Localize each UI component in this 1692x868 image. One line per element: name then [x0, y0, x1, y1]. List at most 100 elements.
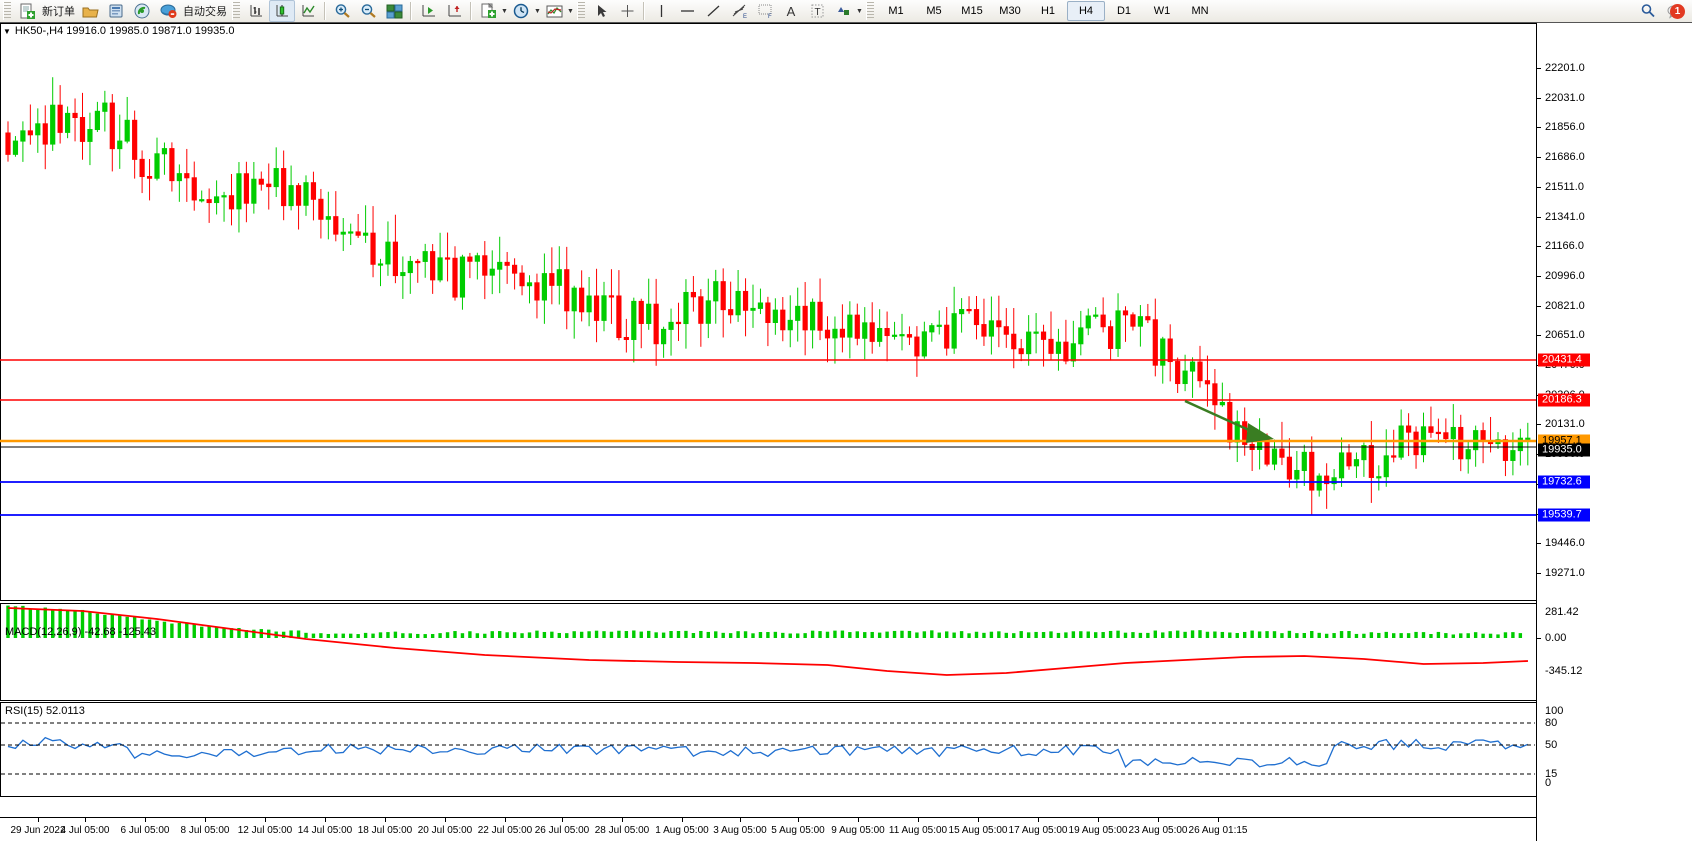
macd-histogram-bar — [885, 631, 889, 638]
macd-histogram-bar — [997, 631, 1001, 638]
auto-scroll-icon[interactable] — [415, 0, 441, 22]
auto-trading-label[interactable]: 自动交易 — [183, 6, 227, 18]
timeframe-m30[interactable]: M30 — [991, 1, 1029, 21]
macd-histogram-bar — [907, 630, 912, 638]
vertical-line-icon[interactable] — [648, 0, 674, 22]
candle-body — [310, 182, 317, 200]
macd-histogram-bar — [1004, 632, 1008, 638]
candle-body — [1182, 370, 1188, 385]
shapes-dropdown-arrow[interactable]: ▼ — [856, 7, 863, 15]
book-icon[interactable] — [103, 0, 129, 22]
price-tag-support-1[interactable]: 19732.6 — [1538, 475, 1590, 489]
fibonacci-icon[interactable]: E — [726, 0, 752, 22]
time-tick — [740, 818, 741, 822]
macd-histogram-bar — [118, 615, 122, 638]
candle-body — [720, 281, 726, 311]
price-tick — [1537, 275, 1541, 277]
time-tick — [265, 818, 266, 822]
macd-histogram-bar — [237, 627, 241, 638]
price-tag-support-2[interactable]: 19539.7 — [1538, 508, 1590, 522]
chart-shift-icon[interactable] — [441, 0, 467, 22]
macd-histogram-bar — [1451, 634, 1455, 638]
zoom-out-icon[interactable] — [355, 0, 381, 22]
macd-histogram-bar — [125, 616, 129, 638]
time-tick — [1038, 818, 1039, 822]
timeframe-w1[interactable]: W1 — [1143, 1, 1181, 21]
toolbar-grip-4[interactable] — [866, 2, 874, 20]
search-icon[interactable] — [1636, 0, 1660, 22]
macd-histogram-bar — [1056, 632, 1061, 638]
time-axis-label: 1 Aug 05:00 — [655, 825, 709, 836]
tile-windows-icon[interactable] — [381, 0, 407, 22]
autotrade-icon[interactable] — [155, 0, 181, 22]
new-order-button[interactable] — [14, 0, 40, 22]
bar-chart-icon[interactable] — [243, 0, 269, 22]
macd-histogram-bar — [1146, 632, 1150, 638]
timeframe-m1[interactable]: M1 — [877, 1, 915, 21]
shapes-icon[interactable] — [830, 0, 856, 22]
toolbar-grip-3[interactable] — [577, 2, 585, 20]
period-dropdown-arrow[interactable]: ▼ — [534, 7, 541, 15]
rsi-pane[interactable] — [0, 702, 1538, 797]
macd-histogram-bar — [36, 609, 40, 638]
time-axis-label: 28 Jul 05:00 — [594, 825, 650, 836]
zoom-in-icon[interactable] — [329, 0, 355, 22]
text-box-icon[interactable]: T — [804, 0, 830, 22]
rsi-axis-label: 0 — [1545, 777, 1552, 789]
chart-canvas[interactable] — [0, 23, 1536, 817]
price-scale[interactable]: 22201.0 22031.0 21856.0 21686.0 21511.0 21341… — [1536, 23, 1692, 846]
macd-histogram-bar — [378, 632, 383, 638]
template-icon[interactable] — [541, 0, 567, 22]
candle-body — [914, 336, 920, 357]
cursor-icon[interactable] — [588, 0, 614, 22]
horizontal-line-icon[interactable] — [674, 0, 700, 22]
price-tag-resistance-2[interactable]: 20186.3 — [1538, 393, 1590, 407]
price-axis-label: 21856.0 — [1545, 121, 1585, 134]
candle-body — [512, 264, 518, 274]
macd-histogram-bar — [1265, 631, 1269, 638]
new-order-label[interactable]: 新订单 — [42, 6, 75, 18]
macd-indicator-label: MACD(12,26,9) -42.68 -125.43 — [5, 626, 157, 638]
signal-icon[interactable] — [129, 0, 155, 22]
candle-body — [966, 308, 972, 312]
chart-area[interactable]: ▼ HK50-,H4 19916.0 19985.0 19871.0 19935… — [0, 22, 1692, 868]
notification-icon[interactable]: 1 — [1660, 0, 1692, 22]
macd-histogram-bar — [1473, 632, 1478, 638]
line-chart-icon[interactable] — [295, 0, 321, 22]
timeframe-mn[interactable]: MN — [1181, 1, 1219, 21]
candlestick-icon[interactable] — [269, 0, 295, 22]
timeframe-m5[interactable]: M5 — [915, 1, 953, 21]
macd-histogram-bar — [1257, 631, 1262, 638]
time-axis-label: 3 Aug 05:00 — [713, 825, 767, 836]
price-tag-resistance-1[interactable]: 20431.4 — [1538, 353, 1590, 367]
crosshair-icon[interactable] — [614, 0, 640, 22]
timeframe-h4[interactable]: H4 — [1067, 1, 1105, 21]
toolbar-grip[interactable] — [3, 2, 11, 20]
folder-icon[interactable] — [77, 0, 103, 22]
scroll-area[interactable] — [0, 841, 1692, 868]
timeframe-d1[interactable]: D1 — [1105, 1, 1143, 21]
macd-histogram-bar — [1488, 633, 1493, 638]
text-label-icon[interactable]: F — [752, 0, 778, 22]
macd-histogram-bar — [773, 631, 778, 638]
macd-histogram-bar — [550, 631, 554, 638]
trendline-icon[interactable] — [700, 0, 726, 22]
clock-icon[interactable] — [508, 0, 534, 22]
macd-histogram-bar — [967, 633, 971, 638]
candle-body — [1294, 469, 1300, 480]
price-tag-current[interactable]: 19935.0 — [1538, 443, 1590, 457]
timeframe-h1[interactable]: H1 — [1029, 1, 1067, 21]
timeframe-m15[interactable]: M15 — [953, 1, 991, 21]
templates-dropdown-arrow[interactable]: ▼ — [567, 7, 574, 15]
down-trend-arrow-icon[interactable] — [1184, 399, 1274, 443]
add-indicator-icon[interactable] — [475, 0, 501, 22]
candle-body — [295, 185, 302, 206]
candle-body — [981, 324, 987, 337]
macd-pane[interactable] — [0, 603, 1538, 701]
add-indicator-dropdown-arrow[interactable]: ▼ — [501, 7, 508, 15]
text-icon[interactable]: A — [786, 3, 796, 19]
toolbar-grip-2[interactable] — [232, 2, 240, 20]
candle-body — [787, 319, 793, 331]
chart-menu-arrow-icon[interactable]: ▼ — [3, 26, 11, 36]
candle-body — [325, 216, 331, 220]
